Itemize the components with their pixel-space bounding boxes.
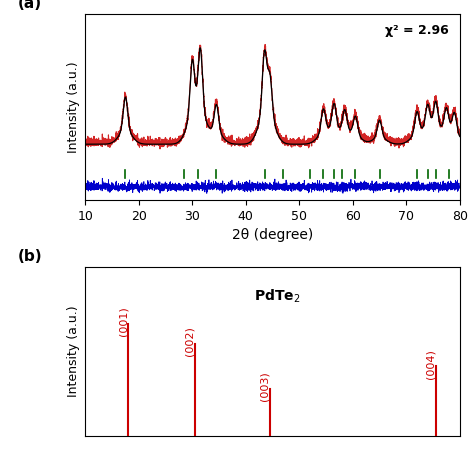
Text: (003): (003) [260, 372, 270, 401]
Text: (002): (002) [185, 327, 195, 356]
Text: (004): (004) [426, 349, 436, 379]
Text: (001): (001) [118, 306, 128, 336]
Text: χ² = 2.96: χ² = 2.96 [385, 24, 448, 36]
Text: (a): (a) [18, 0, 42, 10]
X-axis label: 2θ (degree): 2θ (degree) [232, 228, 313, 242]
Text: (b): (b) [18, 249, 43, 264]
Text: PdTe$_2$: PdTe$_2$ [254, 288, 300, 305]
Y-axis label: Intensity (a.u.): Intensity (a.u.) [67, 61, 80, 153]
Y-axis label: Intensity (a.u.): Intensity (a.u.) [67, 306, 80, 398]
